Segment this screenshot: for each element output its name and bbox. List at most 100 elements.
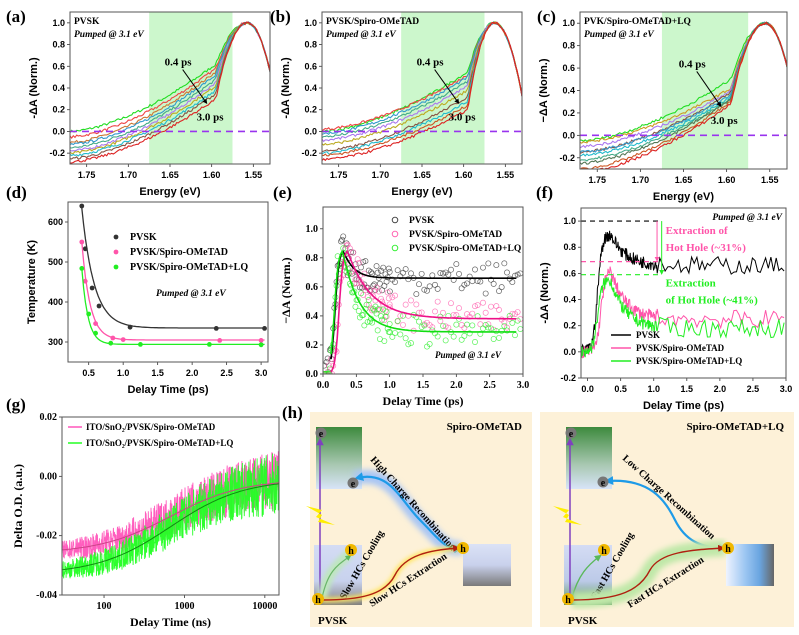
- data-point: [440, 322, 446, 329]
- data-point: [405, 341, 412, 348]
- x-tick-label: 1.0: [117, 368, 130, 378]
- y-axis-label: Delta O.D. (a.u.): [11, 464, 25, 548]
- x-tick-label: 2.0: [186, 368, 199, 378]
- y-tick-label: 0.2: [52, 105, 65, 115]
- y-tick-label: 0.2: [562, 108, 575, 118]
- data-point: [490, 280, 497, 287]
- data-point: [348, 249, 354, 256]
- data-point: [361, 322, 368, 329]
- fit-curve-1: [330, 250, 517, 373]
- data-point: [378, 295, 384, 302]
- spectrum-series-5: [322, 21, 522, 146]
- data-point: [374, 327, 381, 334]
- data-point: [217, 338, 223, 343]
- pump-annotation: Pumped @ 3.1 eV: [156, 289, 226, 299]
- right-hot-hole: [598, 544, 610, 556]
- legend-label: PVSK/Spiro-OMeTAD: [130, 247, 228, 258]
- left-lightning-icon: [306, 506, 335, 525]
- data-point: [408, 340, 414, 347]
- data-point: [355, 260, 362, 266]
- y-tick-label: 0.02: [40, 412, 58, 423]
- data-point: [450, 333, 457, 340]
- data-point: [474, 302, 481, 308]
- data-point: [493, 303, 500, 310]
- data-point: [482, 290, 489, 297]
- extraction-label-41-line2: of Hot Hole (~41%): [666, 294, 759, 306]
- left-hole-bottom-label: h: [315, 595, 321, 606]
- data-point: [464, 321, 470, 328]
- chart-f: 0.0 0.5 1.0 1.5 2.0 2.5 3.0 -0.2 0.0 0.2 0.4 0.6 0.8…: [539, 207, 792, 412]
- data-point: [426, 283, 433, 290]
- data-point: [349, 270, 356, 277]
- data-point: [372, 287, 379, 294]
- fit-curve-0: [81, 207, 265, 329]
- data-point: [394, 317, 401, 324]
- data-point: [472, 266, 478, 273]
- data-point: [453, 321, 460, 328]
- data-point: [386, 268, 393, 275]
- y-tick-label: 0.8: [562, 41, 575, 51]
- right-electron-top-label: e: [569, 429, 574, 440]
- y-tick-label: 0.4: [304, 83, 317, 93]
- x-tick-label: 0.5: [350, 380, 363, 391]
- x-tick-label: 2.5: [220, 368, 233, 378]
- data-point: [504, 327, 510, 334]
- x-tick-label: 1.55: [761, 175, 779, 185]
- data-point: [493, 262, 500, 269]
- time-arrow: [182, 69, 208, 105]
- y-tick-label: 0.8: [563, 242, 576, 252]
- x-tick-label: 1.5: [151, 368, 164, 378]
- panel-label-h: (h): [282, 403, 303, 422]
- data-point: [363, 301, 370, 308]
- left-electron-top-label: e: [319, 429, 324, 440]
- x-tick-label: 1.0: [383, 380, 396, 391]
- data-point: [501, 319, 508, 326]
- data-point: [456, 305, 462, 312]
- y-tick-label: 0.0: [52, 126, 65, 136]
- x-axis-label: Energy (eV): [653, 191, 714, 203]
- x-axis-label: Delay Time (ns): [130, 615, 211, 629]
- right-electron-htl-label: e: [601, 478, 606, 489]
- x-tick-label: 1.75: [588, 175, 606, 185]
- panel-label-f: (f): [536, 183, 553, 202]
- data-point: [127, 324, 133, 330]
- y-tick-label: 300: [48, 337, 63, 347]
- data-point: [480, 325, 486, 332]
- y-axis-label: -ΔA (Norm.): [539, 262, 551, 324]
- right-hole-htl: [722, 542, 734, 554]
- legend-label: PVSK: [409, 216, 435, 226]
- chart-a: 1.75 1.70 1.65 1.60 1.55 -0.2 0.0 0.2 0.4 0.6 0.8 1…: [28, 11, 271, 198]
- data-point: [93, 330, 98, 336]
- plot-frame: [321, 11, 523, 165]
- extraction-label-31-line1: Extraction of: [666, 225, 728, 237]
- sample-title: PVK/Spiro-OMeTAD+LQ: [584, 17, 691, 27]
- data-point: [400, 321, 406, 328]
- data-point: [469, 278, 476, 285]
- data-point: [482, 309, 489, 316]
- data-point: [402, 301, 409, 308]
- data-point: [383, 278, 390, 285]
- x-tick-label: 3.0: [517, 380, 530, 391]
- data-point: [413, 291, 420, 298]
- data-point: [206, 342, 212, 347]
- spectrum-series-2: [322, 22, 522, 136]
- left-electron-top: [315, 427, 327, 439]
- y-tick-label: 0.4: [52, 83, 65, 93]
- x-tick-label: 1.60: [455, 170, 473, 180]
- data-point: [432, 281, 438, 288]
- left-hole-htl: [457, 542, 469, 554]
- x-axis-label: Delay Time (ps): [383, 394, 464, 408]
- data-point: [364, 318, 371, 325]
- data-point: [514, 317, 521, 324]
- data-point: [385, 295, 392, 302]
- data-point: [79, 239, 85, 245]
- data-point: [448, 266, 454, 273]
- fit-curve-1: [62, 483, 279, 571]
- plot-frame: [69, 11, 271, 165]
- fit-curve-2: [330, 249, 517, 355]
- data-point: [258, 342, 264, 348]
- data-point: [418, 270, 425, 277]
- data-point: [480, 264, 486, 271]
- legend-label: PVSK/Spiro-OMeTAD+LQ: [636, 356, 742, 366]
